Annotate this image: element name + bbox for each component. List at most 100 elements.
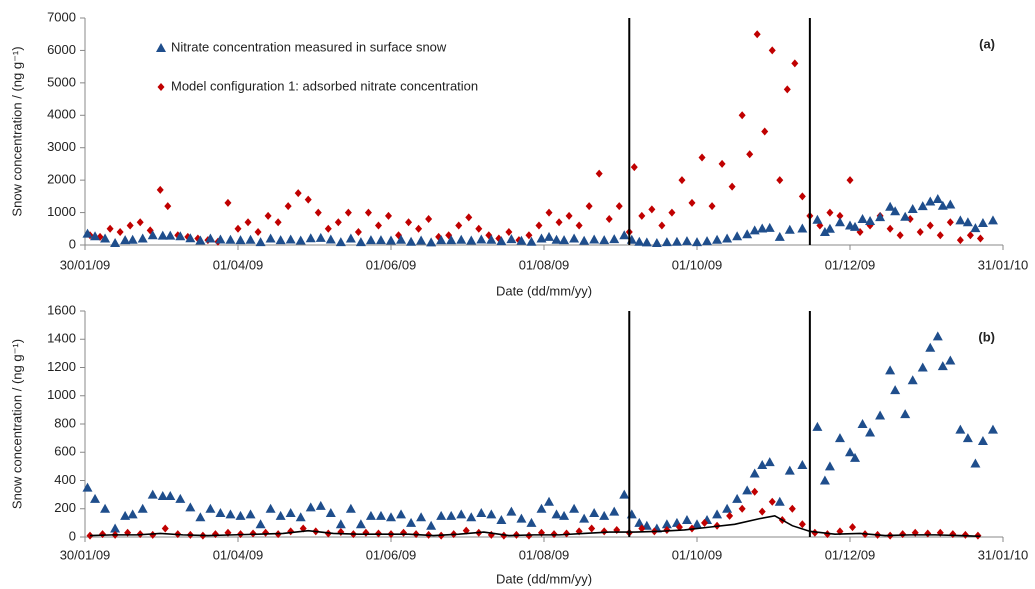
point <box>907 204 918 214</box>
point <box>638 524 646 533</box>
point <box>375 510 386 520</box>
point <box>768 46 776 55</box>
point <box>907 375 918 385</box>
point <box>823 530 831 539</box>
point <box>726 511 734 520</box>
point <box>925 342 936 352</box>
point <box>758 507 766 516</box>
point <box>325 234 336 244</box>
point <box>225 234 236 244</box>
point <box>890 206 901 216</box>
point <box>732 493 743 503</box>
point <box>295 235 306 245</box>
point <box>345 503 356 513</box>
y-tick-label: 1400 <box>47 331 76 346</box>
point <box>325 507 336 517</box>
point <box>946 218 954 227</box>
point <box>788 504 796 513</box>
point <box>137 503 148 513</box>
point <box>396 234 407 244</box>
point <box>619 230 630 240</box>
point <box>416 512 427 522</box>
point <box>784 465 795 475</box>
point <box>638 211 646 220</box>
point <box>284 202 292 211</box>
point <box>651 238 662 248</box>
point <box>850 221 861 231</box>
point <box>956 236 964 245</box>
point <box>932 331 943 341</box>
point <box>262 528 270 537</box>
point <box>255 519 266 529</box>
point <box>157 491 168 501</box>
point <box>784 224 795 234</box>
point <box>285 234 296 244</box>
point <box>619 489 630 499</box>
point <box>826 208 834 217</box>
y-tick-label: 0 <box>69 236 76 251</box>
point <box>406 517 417 527</box>
point <box>245 234 256 244</box>
point <box>486 234 497 244</box>
point <box>244 218 252 227</box>
point <box>961 530 969 539</box>
x-tick-label: 30/01/09 <box>60 257 111 272</box>
point <box>545 208 553 217</box>
point <box>937 200 948 210</box>
point <box>937 361 948 371</box>
point <box>265 233 276 243</box>
point <box>265 503 276 513</box>
point <box>812 421 823 431</box>
y-tick-label: 600 <box>54 444 76 459</box>
point <box>127 509 138 519</box>
point <box>675 523 683 532</box>
y-tick-label: 800 <box>54 415 76 430</box>
point <box>701 518 709 527</box>
point <box>742 229 753 239</box>
point <box>506 234 517 244</box>
point <box>599 510 610 520</box>
point <box>315 232 326 242</box>
point <box>486 509 497 519</box>
point <box>215 507 226 517</box>
point <box>476 507 487 517</box>
point <box>708 202 716 211</box>
point <box>551 234 562 244</box>
point <box>798 520 806 529</box>
point <box>857 419 868 428</box>
point <box>977 217 988 227</box>
point <box>749 468 760 478</box>
point <box>722 503 733 513</box>
y-tick-label: 1000 <box>47 387 76 402</box>
point <box>641 237 652 247</box>
point <box>722 233 733 243</box>
point <box>82 228 93 238</box>
point <box>384 211 392 220</box>
point <box>127 234 138 244</box>
point <box>234 224 242 233</box>
point <box>824 461 835 471</box>
point <box>375 235 386 245</box>
point <box>516 513 527 523</box>
point <box>100 503 111 513</box>
point <box>205 233 216 243</box>
point <box>149 530 157 539</box>
x-tick-label: 01/06/09 <box>366 257 417 272</box>
point <box>751 487 759 496</box>
point <box>110 238 121 248</box>
y-axis-title: Snow concentration / (ng g⁻¹) <box>9 339 24 509</box>
point <box>516 235 527 245</box>
point <box>648 205 656 214</box>
point <box>753 30 761 39</box>
point <box>970 223 981 233</box>
point <box>630 163 638 172</box>
point <box>165 491 176 501</box>
point <box>175 231 186 241</box>
point <box>663 525 671 534</box>
point <box>834 433 845 443</box>
point <box>850 452 861 462</box>
point <box>536 233 547 243</box>
point <box>110 523 121 533</box>
point <box>100 233 111 243</box>
point <box>161 524 169 533</box>
